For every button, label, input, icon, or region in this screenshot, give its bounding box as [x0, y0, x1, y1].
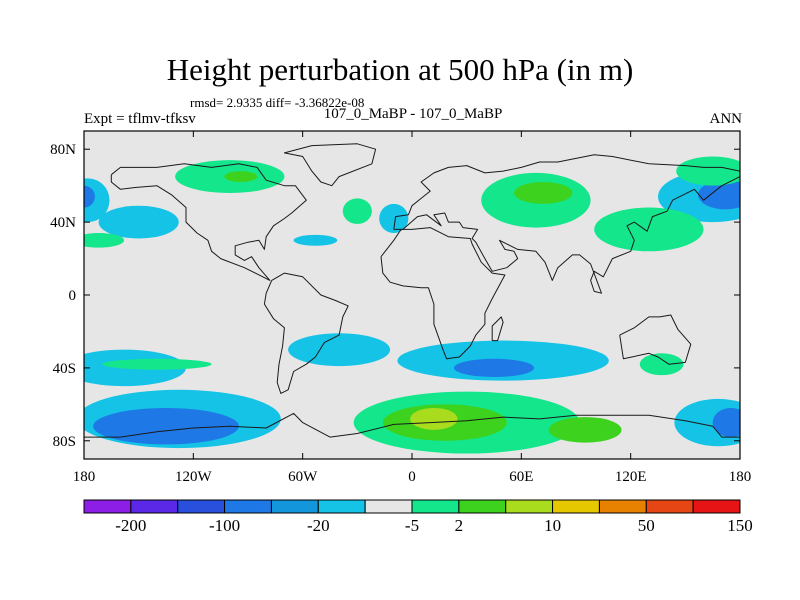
coastline-south-america — [263, 272, 349, 394]
contour-region — [594, 207, 704, 252]
contour-region — [514, 182, 573, 204]
contour-region — [410, 407, 458, 430]
colorbar-swatch — [458, 499, 507, 514]
colorbar: -200 -100 -20 -5 2 10 50 150 — [83, 499, 753, 535]
coastline-africa — [380, 227, 506, 360]
colorbar-swatch — [224, 499, 272, 514]
stats-label: rmsd= 2.9335 diff= -3.36822e-08 — [190, 95, 365, 110]
contour-region — [293, 234, 338, 246]
coastline-antarctica — [84, 412, 740, 438]
coastline-madagascar — [491, 316, 504, 342]
contour-region — [84, 185, 95, 208]
colorbar-label: 150 — [727, 516, 753, 535]
lon-tick-label: 120E — [615, 469, 647, 485]
lon-tick-label: 60E — [509, 469, 533, 485]
plot-title: Height perturbation at 500 hPa (in m) — [166, 52, 634, 87]
contour-region — [84, 233, 125, 248]
colorbar-swatch — [505, 499, 554, 514]
contour-region — [712, 407, 740, 438]
lon-tick-label: 180 — [729, 469, 752, 485]
lat-tick-label: 40S — [53, 361, 76, 377]
colorbar-swatch — [364, 499, 413, 514]
colorbar-swatch — [645, 499, 694, 514]
colorbar-label: -100 — [209, 516, 240, 535]
lon-tick-label: 180 — [73, 469, 96, 485]
colorbar-label: -5 — [405, 516, 419, 535]
lon-tick-label: 60W — [288, 469, 318, 485]
lat-tick-label: 40N — [50, 215, 76, 231]
contour-region — [288, 333, 391, 367]
colorbar-swatch — [598, 499, 647, 514]
contour-region — [342, 198, 372, 224]
colorbar-label: -20 — [307, 516, 330, 535]
colorbar-swatch — [270, 499, 319, 514]
case-label: 107_0_MaBP - 107_0_MaBP — [323, 106, 503, 122]
coastline-australia — [619, 314, 692, 365]
contour-region — [102, 358, 212, 370]
lon-tick-label: 120W — [175, 469, 213, 485]
contour-region — [639, 353, 684, 376]
season-label: ANN — [709, 111, 743, 127]
contour-region — [698, 180, 740, 210]
experiment-label: Expt = tflmv-tfksv — [84, 111, 196, 127]
contour-region — [676, 156, 740, 186]
colorbar-swatch — [177, 499, 226, 514]
contour-region — [548, 417, 622, 443]
colorbar-swatch — [83, 499, 132, 514]
coastline-layer — [84, 143, 740, 438]
colorbar-label: 2 — [455, 516, 464, 535]
contour-region — [453, 358, 535, 377]
contour-region — [93, 407, 239, 445]
colorbar-swatch — [552, 499, 600, 514]
contour-region — [379, 203, 409, 234]
colorbar-swatch — [692, 499, 741, 514]
lon-tick-label: 0 — [408, 469, 416, 485]
contour-region — [98, 205, 179, 239]
lat-tick-label: 80S — [53, 434, 76, 450]
lat-tick-label: 80N — [50, 142, 76, 158]
coastline-greenland — [283, 143, 377, 187]
lat-tick-label: 0 — [69, 288, 77, 304]
axis-ticks: 80N 40N 0 40S 80S 180 120W 60W 0 60E 120E 180 — [50, 131, 751, 485]
colorbar-label: 10 — [544, 516, 561, 535]
coastline-north-america — [110, 163, 307, 281]
colorbar-swatch — [130, 499, 179, 514]
coastline-eurasia — [393, 154, 740, 294]
contour-region — [224, 171, 258, 183]
colorbar-label: 50 — [638, 516, 655, 535]
colorbar-label: -200 — [115, 516, 146, 535]
colorbar-swatch — [317, 499, 366, 514]
colorbar-swatch — [411, 499, 460, 514]
